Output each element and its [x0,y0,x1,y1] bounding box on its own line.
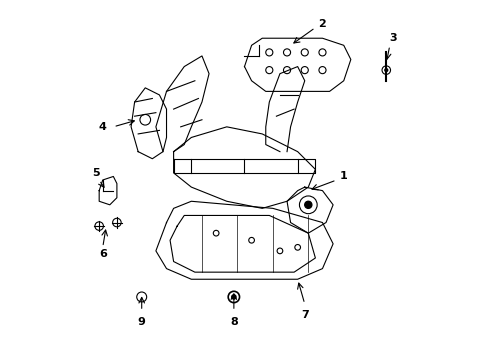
Text: 8: 8 [229,317,237,327]
Text: 9: 9 [138,317,145,327]
Circle shape [304,201,311,208]
Text: 1: 1 [339,171,347,181]
Text: 5: 5 [92,168,99,178]
Circle shape [231,295,236,299]
Text: 3: 3 [389,33,396,43]
Text: 7: 7 [300,310,308,320]
Text: 4: 4 [99,122,106,132]
Circle shape [384,69,387,72]
Text: 6: 6 [99,249,106,260]
Text: 2: 2 [318,19,325,29]
